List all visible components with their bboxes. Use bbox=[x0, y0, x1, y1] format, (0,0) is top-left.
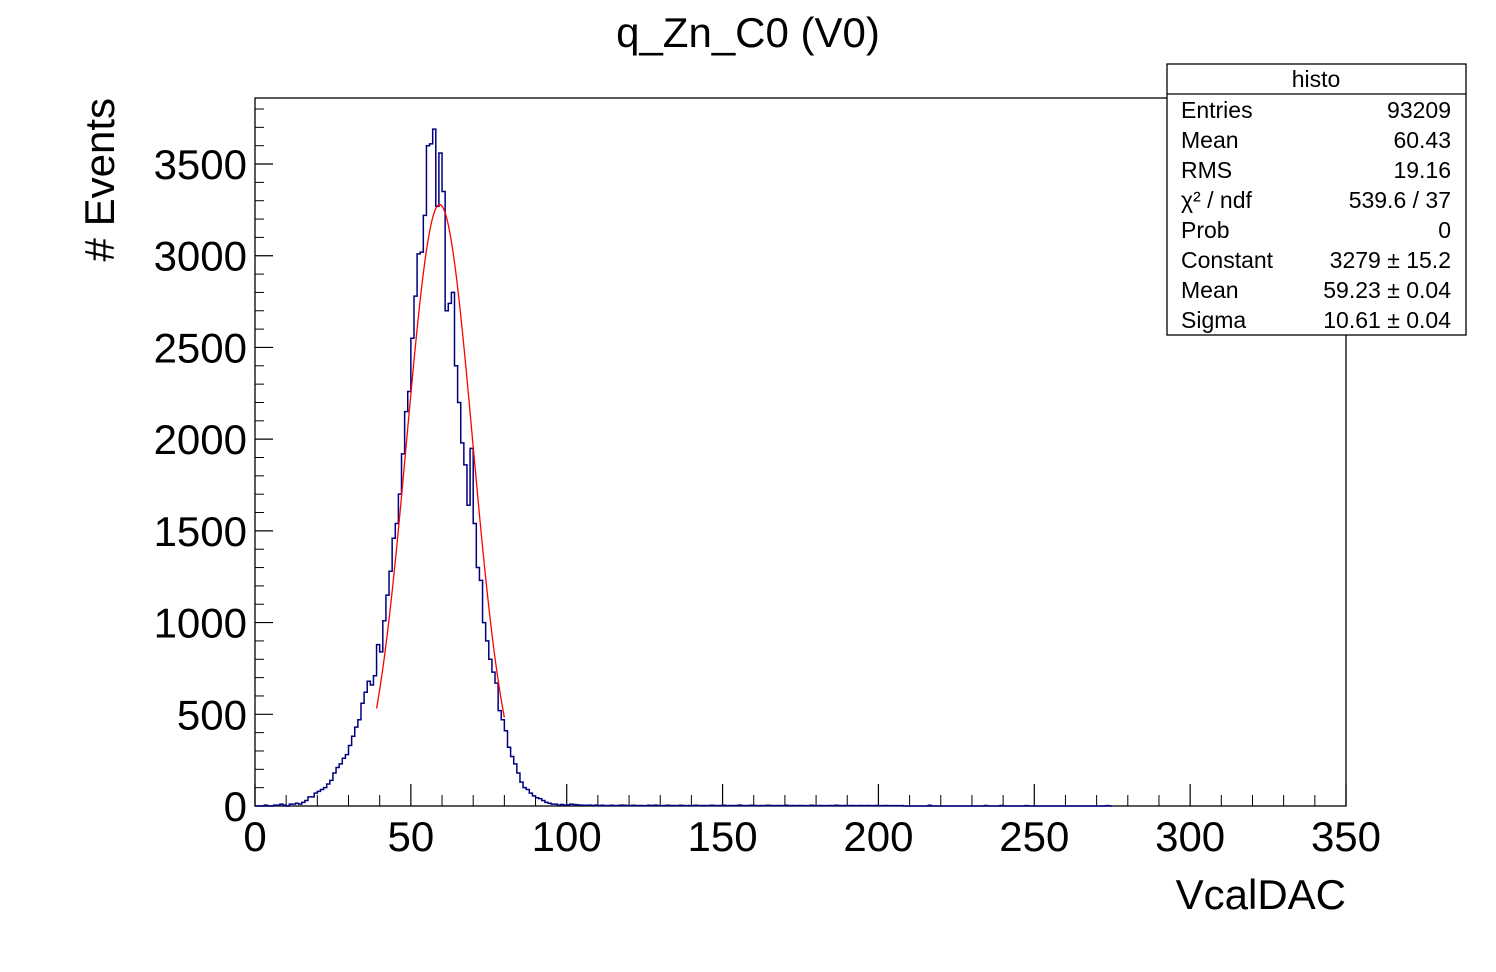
stats-row-label: Constant bbox=[1181, 247, 1274, 273]
stats-row-label: χ² / ndf bbox=[1181, 187, 1252, 213]
y-tick-label: 3500 bbox=[154, 141, 247, 188]
x-axis: 0 50 100 150 200 250 300 350 bbox=[243, 784, 1381, 860]
y-tick-label: 1500 bbox=[154, 508, 247, 555]
x-tick-label: 250 bbox=[999, 813, 1069, 860]
stats-row-label: Entries bbox=[1181, 97, 1253, 123]
x-tick-label: 50 bbox=[387, 813, 434, 860]
stats-row-value: 10.61 ± 0.04 bbox=[1323, 307, 1451, 333]
x-tick-label: 150 bbox=[688, 813, 758, 860]
stats-row-value: 3279 ± 15.2 bbox=[1330, 247, 1451, 273]
stats-row-label: Mean bbox=[1181, 127, 1239, 153]
stats-row-label: Prob bbox=[1181, 217, 1230, 243]
y-tick-label: 3000 bbox=[154, 233, 247, 280]
y-tick-label: 500 bbox=[177, 691, 247, 738]
x-tick-label: 350 bbox=[1311, 813, 1381, 860]
x-tick-label: 0 bbox=[243, 813, 266, 860]
stats-box: histo Entries 93209 Mean 60.43 RMS 19.16 χ² / … bbox=[1166, 63, 1467, 336]
stats-row-value: 539.6 / 37 bbox=[1349, 187, 1451, 213]
stats-row-value: 93209 bbox=[1387, 97, 1451, 123]
stats-row-value: 59.23 ± 0.04 bbox=[1323, 277, 1451, 303]
y-tick-label: 1000 bbox=[154, 600, 247, 647]
x-tick-label: 200 bbox=[843, 813, 913, 860]
stats-row-value: 19.16 bbox=[1393, 157, 1451, 183]
histogram-series bbox=[255, 128, 1113, 807]
y-tick-label: 2500 bbox=[154, 324, 247, 371]
gaussian-fit-curve bbox=[375, 203, 506, 718]
x-tick-label: 100 bbox=[532, 813, 602, 860]
y-tick-label: 2000 bbox=[154, 416, 247, 463]
y-axis-label: # Events bbox=[76, 98, 123, 261]
stats-row-label: Sigma bbox=[1181, 307, 1246, 333]
stats-row-label: Mean bbox=[1181, 277, 1239, 303]
y-axis: 0 500 1000 1500 2000 2500 3000 3500 bbox=[154, 108, 273, 830]
stats-row-value: 0 bbox=[1438, 217, 1451, 243]
x-tick-label: 300 bbox=[1155, 813, 1225, 860]
stats-row-label: RMS bbox=[1181, 157, 1232, 183]
stats-row-value: 60.43 bbox=[1393, 127, 1451, 153]
y-tick-label: 0 bbox=[224, 783, 247, 830]
stats-box-title: histo bbox=[1292, 66, 1341, 92]
chart-title: q_Zn_C0 (V0) bbox=[616, 9, 880, 56]
stats-box-frame bbox=[1166, 63, 1467, 336]
x-axis-label: VcalDAC bbox=[1176, 871, 1346, 918]
